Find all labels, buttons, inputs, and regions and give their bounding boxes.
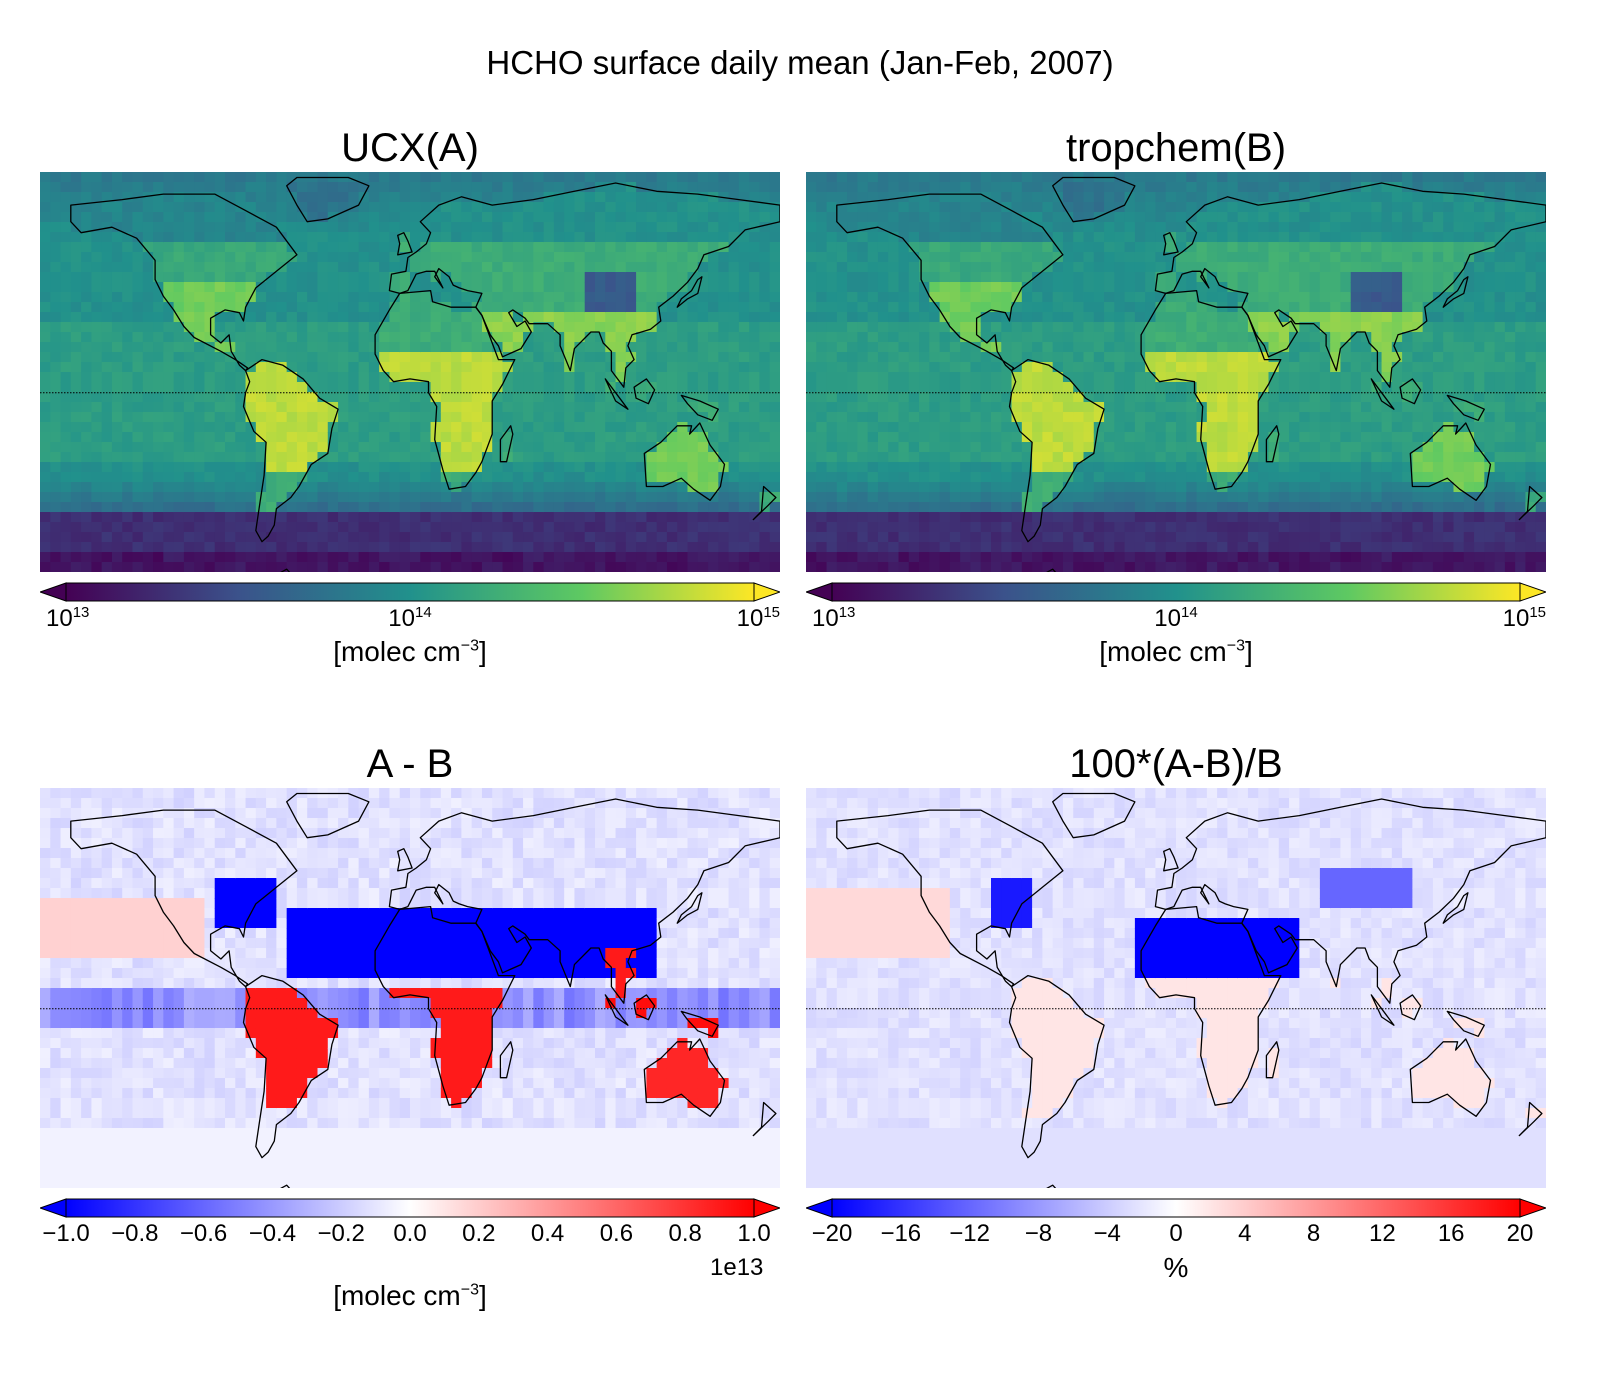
coastlines [70, 176, 780, 572]
panel-title: 100*(A-B)/B [1069, 742, 1283, 786]
panel-difference: A - B −1.0 −0.8 −0.6 −0.4 −0.2 0.0 0.2 0.4 0.6 0.… [38, 742, 782, 1311]
colorbar-gradient [65, 1198, 755, 1218]
colorbar-tick-label: 0.6 [599, 1220, 634, 1247]
colorbar-tick-label: 1013 [812, 604, 856, 632]
colorbar-tick-label: −0.2 [317, 1220, 365, 1247]
data-field [40, 788, 780, 1188]
colorbar-tick-label: 1015 [1502, 604, 1546, 632]
colorbar-tick-label: 4 [1238, 1220, 1252, 1247]
colorbar-tick-label: −0.8 [111, 1220, 159, 1247]
colorbar-tick-label: 20 [1506, 1220, 1534, 1247]
colorbar-label: % [1163, 1252, 1189, 1283]
colorbar-extend-min [38, 582, 67, 602]
data-field [806, 172, 1546, 572]
colorbar-label: [molec cm−3] [333, 636, 487, 667]
panel-relative-difference: 100*(A-B)/B −20 −16 −12 −8 −4 0 4 8 12 16 20% [804, 742, 1548, 1302]
colorbar-extend-max [1519, 582, 1548, 602]
colorbar-tick-label: −20 [811, 1220, 853, 1247]
colorbar-gradient [65, 582, 755, 602]
colorbar-tick-label: 0 [1169, 1220, 1183, 1247]
panel-tropchem: tropchem(B) 1013 1014 1015 [molec cm−3] [804, 126, 1548, 686]
colorbar-tick-label: 0.4 [530, 1220, 565, 1247]
colorbar-ucx: 1013 1014 1015 [molec cm−3] [38, 582, 782, 667]
colorbar-tick-label: −1.0 [42, 1220, 90, 1247]
colorbar-tick-label: 0.2 [462, 1220, 496, 1247]
colorbar-tick-label: 0.8 [668, 1220, 702, 1247]
panel-title: UCX(A) [341, 126, 479, 170]
colorbar-extend-min [804, 1198, 833, 1218]
colorbar-extend-min [804, 582, 833, 602]
data-field [806, 788, 1546, 1188]
colorbar-label: [molec cm−3] [333, 1280, 487, 1311]
colorbar-extend-max [753, 582, 782, 602]
colorbar-tick-label: 1014 [388, 604, 432, 632]
colorbar-gradient [831, 582, 1521, 602]
colorbar-tick-label: −12 [949, 1220, 990, 1247]
colorbar-extend-min [38, 1198, 67, 1218]
colorbar-tick-label: 1015 [736, 604, 780, 632]
colorbar-difference: −1.0 −0.8 −0.6 −0.4 −0.2 0.0 0.2 0.4 0.6 0.8 1.0 [m… [38, 1198, 782, 1311]
coastlines [836, 792, 1546, 1188]
colorbar-tick-label: 1013 [46, 604, 90, 632]
panel-title: A - B [366, 742, 454, 786]
colorbar-tropchem: 1013 1014 1015 [molec cm−3] [804, 582, 1548, 667]
map-difference [40, 788, 780, 1188]
colorbar-tick-label: −0.6 [179, 1220, 228, 1247]
colorbar-relative-difference: −20 −16 −12 −8 −4 0 4 8 12 16 20% [804, 1198, 1548, 1283]
colorbar-tick-label: 0.0 [393, 1220, 427, 1247]
colorbar-tick-label: 8 [1306, 1220, 1321, 1247]
colorbar-offset-label: 1e13 [710, 1254, 764, 1281]
figure-title: HCHO surface daily mean (Jan-Feb, 2007) [486, 44, 1114, 81]
panel-title: tropchem(B) [1065, 126, 1287, 170]
colorbar-label: [molec cm−3] [1099, 636, 1253, 667]
data-field [40, 172, 780, 572]
colorbar-tick-label: −0.4 [248, 1220, 297, 1247]
map-relative-difference [806, 788, 1546, 1188]
map-ucx [40, 172, 780, 572]
colorbar-tick-label: −4 [1093, 1220, 1121, 1247]
colorbar-tick-label: 1014 [1154, 604, 1198, 632]
colorbar-tick-label: −16 [880, 1220, 922, 1247]
coastlines [70, 792, 780, 1188]
colorbar-tick-label: 12 [1369, 1220, 1396, 1247]
colorbar-extend-max [753, 1198, 782, 1218]
colorbar-extend-max [1519, 1198, 1548, 1218]
map-tropchem [806, 172, 1546, 572]
colorbar-tick-label: −8 [1024, 1220, 1053, 1247]
panel-ucx: UCX(A) 1013 1014 1015 [molec cm−3] [38, 126, 782, 686]
coastlines [836, 176, 1546, 572]
colorbar-gradient [831, 1198, 1521, 1218]
colorbar-tick-label: 1.0 [737, 1220, 771, 1247]
colorbar-tick-label: 16 [1437, 1220, 1465, 1247]
